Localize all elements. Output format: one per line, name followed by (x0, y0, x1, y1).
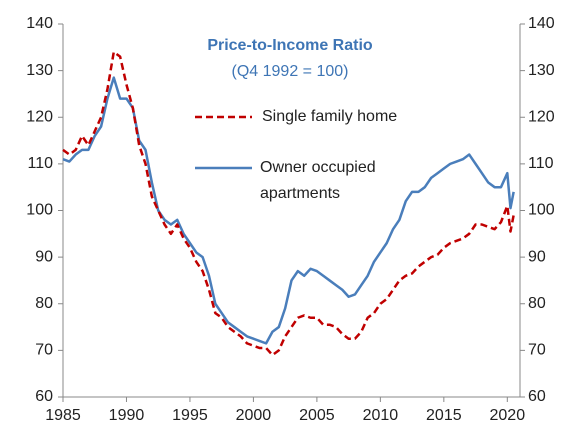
y2-tick-label: 110 (528, 155, 554, 172)
y2-tick-label: 130 (528, 62, 555, 79)
y2-tick-label: 120 (528, 108, 555, 125)
legend-label: Owner occupied apartments (260, 159, 376, 202)
y2-tick-label: 60 (528, 388, 546, 405)
y2-tick-label: 140 (528, 15, 555, 32)
y-tick-label: 120 (26, 108, 53, 125)
legend-label-box: Owner occupied apartments (260, 159, 376, 202)
chart-subtitle: (Q4 1992 = 100) (232, 63, 349, 80)
y2-tick-label: 100 (528, 202, 555, 219)
legend-label: Single family home (262, 108, 397, 125)
y2-tick-label: 90 (528, 248, 546, 265)
x-tick-label: 2020 (490, 407, 526, 424)
x-tick-label: 1995 (172, 407, 208, 424)
x-tick-label: 2015 (426, 407, 462, 424)
y-tick-label: 140 (26, 15, 53, 32)
y-tick-label: 130 (26, 62, 53, 79)
y-tick-label: 90 (35, 248, 53, 265)
chart-title: Price-to-Income Ratio (207, 37, 373, 54)
y2-tick-label: 70 (528, 342, 546, 359)
y-tick-label: 80 (35, 295, 53, 312)
x-tick-label: 1990 (109, 407, 145, 424)
x-tick-label: 1985 (45, 407, 81, 424)
y2-tick-label: 80 (528, 295, 546, 312)
x-tick-label: 2005 (299, 407, 335, 424)
y-tick-label: 100 (26, 202, 53, 219)
y-tick-label: 70 (35, 342, 53, 359)
y-tick-label: 60 (35, 388, 53, 405)
x-tick-label: 2010 (363, 407, 399, 424)
y-tick-label: 110 (27, 155, 53, 172)
x-tick-label: 2000 (236, 407, 272, 424)
